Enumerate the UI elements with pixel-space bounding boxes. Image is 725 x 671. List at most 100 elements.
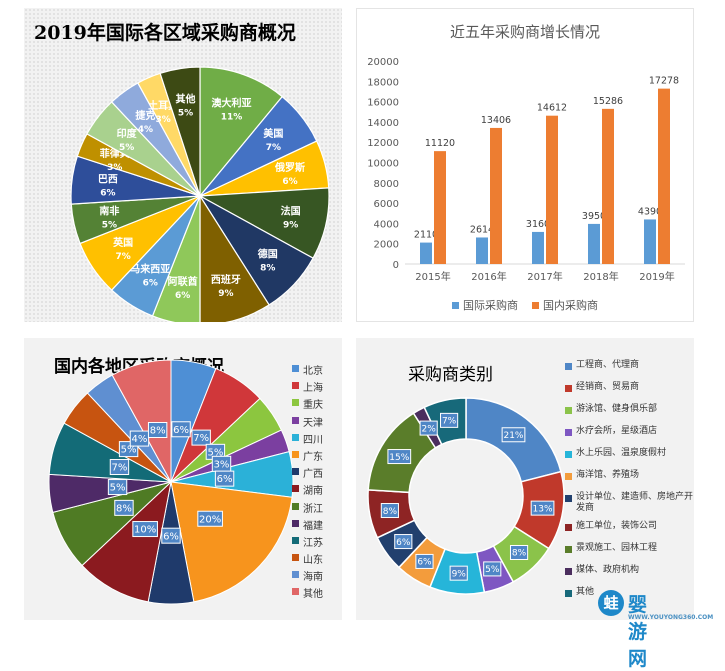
data-label: 8% bbox=[383, 507, 398, 517]
data-label: 5% bbox=[207, 447, 223, 458]
legend-item: 水疗会所，星级酒店 bbox=[565, 426, 696, 448]
legend-item: 媒体、政府机构 bbox=[565, 565, 696, 587]
y-tick-label: 2000 bbox=[374, 240, 399, 251]
legend-label: 天津 bbox=[303, 417, 323, 429]
slice-percent-label: 6% bbox=[282, 177, 297, 187]
legend-swatch bbox=[292, 502, 299, 510]
legend-swatch bbox=[565, 495, 572, 502]
data-label-box bbox=[107, 479, 128, 496]
legend-swatch bbox=[565, 363, 572, 370]
legend-item: 经销商、贸易商 bbox=[565, 382, 696, 404]
legend-label: 北京 bbox=[303, 366, 323, 377]
pie-slice-0 bbox=[199, 66, 284, 198]
data-label: 5% bbox=[485, 565, 500, 575]
data-label: 10% bbox=[134, 525, 156, 536]
bar-international bbox=[588, 223, 600, 264]
legend-swatch bbox=[565, 546, 572, 553]
bar-value-label: 14612 bbox=[537, 103, 567, 114]
data-label: 13% bbox=[533, 504, 553, 514]
legend-swatch bbox=[292, 416, 299, 424]
data-label-box bbox=[197, 510, 223, 527]
bar-value-label: 3160 bbox=[526, 219, 550, 230]
legend-item: 山东 bbox=[292, 551, 323, 568]
slice-percent-label: 3% bbox=[107, 163, 122, 173]
slice-label: 巴西 bbox=[98, 173, 118, 185]
y-tick-label: 8000 bbox=[374, 179, 399, 190]
data-label-box bbox=[171, 421, 191, 438]
legend-item: 福建 bbox=[292, 517, 323, 534]
data-label: 5% bbox=[121, 445, 137, 456]
legend-label: 重庆 bbox=[303, 400, 323, 412]
legend-label: 媒体、政府机构 bbox=[576, 565, 640, 575]
legend-item: 国内采购商 bbox=[532, 297, 598, 313]
growth-bar-panel: 近五年采购商增长情况 0 2000 4000 6000 8000 10000 12000 14… bbox=[356, 8, 694, 322]
legend-swatch bbox=[565, 429, 572, 436]
legend-swatch bbox=[292, 433, 299, 441]
slice-label: 法国 bbox=[281, 204, 301, 217]
legend-swatch bbox=[292, 450, 299, 458]
legend-item: 北京 bbox=[292, 362, 323, 379]
domestic-region-pie-chart: 6%7%5%3%6%20%6%10%8%5%7%5%4%8% bbox=[48, 359, 294, 605]
y-tick-label: 10000 bbox=[367, 159, 399, 170]
x-tick-label: 2017年 bbox=[527, 270, 562, 283]
watermark-url: WWW.YOUYONG360.COM bbox=[628, 614, 714, 621]
data-label: 7% bbox=[112, 463, 128, 474]
bar-international bbox=[420, 242, 432, 264]
legend-label: 广东 bbox=[303, 451, 323, 463]
legend-swatch bbox=[532, 301, 539, 309]
slice-label: 其他 bbox=[175, 92, 195, 105]
bar-value-label: 11120 bbox=[425, 138, 455, 149]
legend-item: 天津 bbox=[292, 414, 323, 431]
pie-slice-13 bbox=[111, 359, 172, 483]
data-label-box bbox=[501, 427, 526, 443]
data-label-box bbox=[449, 565, 468, 581]
pie-slice-7 bbox=[81, 480, 172, 603]
legend-swatch bbox=[292, 485, 299, 493]
domestic-region-pie-panel: 国内各地区采购商概况 6%7%5%3%6%20%6%10%8%5%7%5%4%8… bbox=[24, 338, 342, 620]
data-label-box bbox=[191, 429, 211, 446]
legend-swatch bbox=[565, 473, 572, 480]
slice-percent-label: 6% bbox=[100, 188, 115, 198]
legend-label: 游泳馆、健身俱乐部 bbox=[576, 404, 658, 414]
legend-swatch bbox=[292, 588, 299, 596]
x-tick-label: 2016年 bbox=[471, 270, 506, 283]
watermark-site-name: 婴游网 bbox=[628, 594, 650, 670]
x-tick-label: 2018年 bbox=[583, 270, 618, 283]
legend-item: 国际采购商 bbox=[452, 297, 518, 313]
bar-international bbox=[644, 219, 656, 264]
legend-label: 山东 bbox=[303, 555, 323, 567]
legend-label: 四川 bbox=[303, 434, 323, 446]
data-label: 6% bbox=[417, 558, 432, 568]
data-label: 7% bbox=[193, 433, 209, 444]
y-tick-label: 6000 bbox=[374, 199, 399, 210]
y-tick-label: 4000 bbox=[374, 219, 399, 230]
buyer-category-donut-panel: 采购商类别 21% 13% 8% 5% 9% 6% 6% 8% 15% 2% 7% 工程商、代理商经… bbox=[356, 338, 694, 620]
x-tick-label: 2015年 bbox=[415, 270, 450, 283]
legend-item: 海洋馆、养殖场 bbox=[565, 470, 696, 492]
growth-bar-chart: 0 2000 4000 6000 8000 10000 12000 14000 16000 180… bbox=[367, 57, 685, 283]
data-label: 20% bbox=[199, 514, 221, 525]
data-label-box bbox=[387, 449, 412, 465]
legend-swatch bbox=[565, 524, 572, 531]
legend-label: 国内采购商 bbox=[543, 299, 598, 312]
data-label-box bbox=[147, 422, 168, 439]
slice-label: 西班牙 bbox=[211, 273, 241, 286]
legend-label: 水疗会所，星级酒店 bbox=[576, 426, 658, 436]
legend-swatch bbox=[452, 301, 459, 309]
bar-value-label: 2110 bbox=[414, 230, 438, 241]
y-tick-label: 12000 bbox=[367, 138, 399, 149]
data-label-box bbox=[214, 470, 235, 487]
bar-domestic bbox=[602, 108, 614, 264]
y-tick-label: 14000 bbox=[367, 118, 399, 129]
bar-domestic bbox=[546, 115, 558, 264]
legend-swatch bbox=[292, 536, 299, 544]
legend-item: 其他 bbox=[292, 585, 323, 602]
slice-percent-label: 6% bbox=[143, 278, 158, 288]
legend-swatch bbox=[292, 554, 299, 562]
legend-label: 湖南 bbox=[303, 486, 323, 498]
data-label: 9% bbox=[452, 569, 467, 579]
buyer-category-donut-chart: 21% 13% 8% 5% 9% 6% 6% 8% 15% 2% 7% bbox=[367, 397, 565, 595]
slice-percent-label: 11% bbox=[221, 113, 243, 123]
slice-label: 俄罗斯 bbox=[274, 161, 305, 174]
data-label: 6% bbox=[163, 531, 179, 542]
